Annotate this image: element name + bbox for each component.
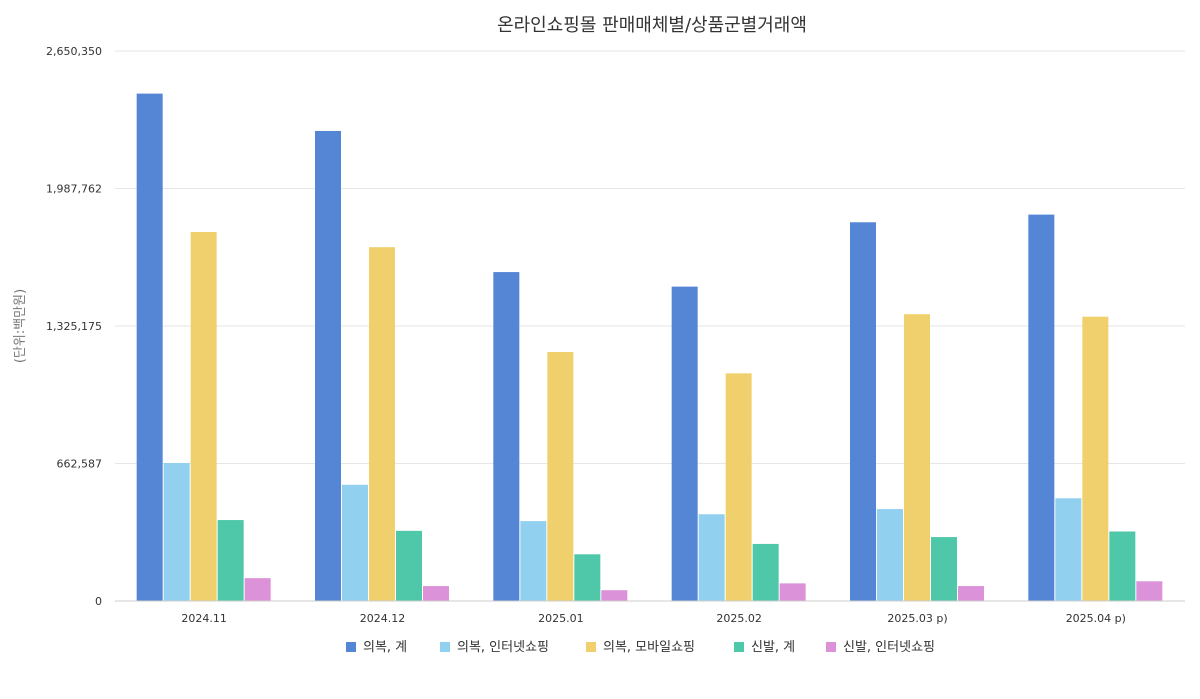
legend-label: 신발, 인터넷쇼핑 xyxy=(843,640,935,655)
bar xyxy=(931,537,957,601)
bar xyxy=(342,484,368,601)
bar xyxy=(520,521,547,601)
bar xyxy=(601,590,628,601)
y-axis-unit-label: (단위:백만원) xyxy=(13,289,28,363)
x-tick-label: 2025.02 xyxy=(716,612,762,625)
legend-swatch xyxy=(346,642,356,652)
legend-label: 의복, 인터넷쇼핑 xyxy=(457,640,549,655)
x-tick-label: 2025.01 xyxy=(538,612,584,625)
bar xyxy=(163,462,190,601)
x-tick-label: 2025.04 p) xyxy=(1066,612,1126,625)
legend-swatch xyxy=(734,642,744,652)
legend-item[interactable]: 의복, 모바일쇼핑 xyxy=(586,640,695,655)
bar xyxy=(1055,498,1082,601)
bar xyxy=(1028,214,1055,601)
bar xyxy=(547,351,574,601)
bar xyxy=(396,530,422,601)
y-tick-label: 1,325,175 xyxy=(46,320,102,333)
bar xyxy=(369,247,395,601)
y-axis-ticks: 0 662,587 1,325,175 1,987,762 2,650,350 xyxy=(46,45,102,608)
legend-item[interactable]: 의복, 계 xyxy=(346,640,407,655)
bar xyxy=(1109,531,1136,601)
legend-item[interactable]: 신발, 계 xyxy=(734,640,795,655)
y-tick-label: 1,987,762 xyxy=(46,183,102,196)
legend-item[interactable]: 의복, 인터넷쇼핑 xyxy=(440,640,549,655)
y-tick-label: 0 xyxy=(95,595,102,608)
bar xyxy=(904,314,930,601)
legend-label: 의복, 계 xyxy=(363,640,407,655)
x-axis-ticks: 2024.11 2024.12 2025.01 2025.02 2025.03 p) 20… xyxy=(181,612,1126,625)
bars xyxy=(136,93,1163,602)
x-tick-label: 2024.12 xyxy=(360,612,406,625)
bar xyxy=(315,130,341,601)
y-tick-label: 662,587 xyxy=(57,458,103,471)
legend-item[interactable]: 신발, 인터넷쇼핑 xyxy=(826,640,935,655)
gridlines xyxy=(115,50,1185,465)
bar xyxy=(217,520,244,601)
bar xyxy=(725,373,752,601)
legend-swatch xyxy=(440,642,450,652)
bar xyxy=(244,578,271,601)
bar xyxy=(877,509,903,601)
legend-swatch xyxy=(586,642,596,652)
legend-label: 의복, 모바일쇼핑 xyxy=(603,640,695,655)
x-tick-label: 2024.11 xyxy=(181,612,227,625)
legend-label: 신발, 계 xyxy=(751,640,795,655)
bar xyxy=(752,543,779,601)
chart-title: 온라인쇼핑몰 판매매체별/상품군별거래액 xyxy=(497,15,807,36)
x-tick-label: 2025.03 p) xyxy=(887,612,947,625)
bar xyxy=(190,232,217,602)
bar xyxy=(423,586,449,601)
bar xyxy=(958,586,984,601)
bar xyxy=(850,222,876,601)
bar xyxy=(493,272,520,601)
bar xyxy=(136,93,163,601)
y-tick-label: 2,650,350 xyxy=(46,45,102,58)
bar xyxy=(671,286,698,601)
bar xyxy=(1136,581,1163,601)
legend-swatch xyxy=(826,642,836,652)
bar xyxy=(779,583,806,601)
bar xyxy=(698,514,725,601)
legend: 의복, 계 의복, 인터넷쇼핑 의복, 모바일쇼핑 신발, 계 신발, 인터넷쇼핑 xyxy=(346,640,935,655)
bar xyxy=(574,554,601,601)
bar xyxy=(1082,316,1109,601)
